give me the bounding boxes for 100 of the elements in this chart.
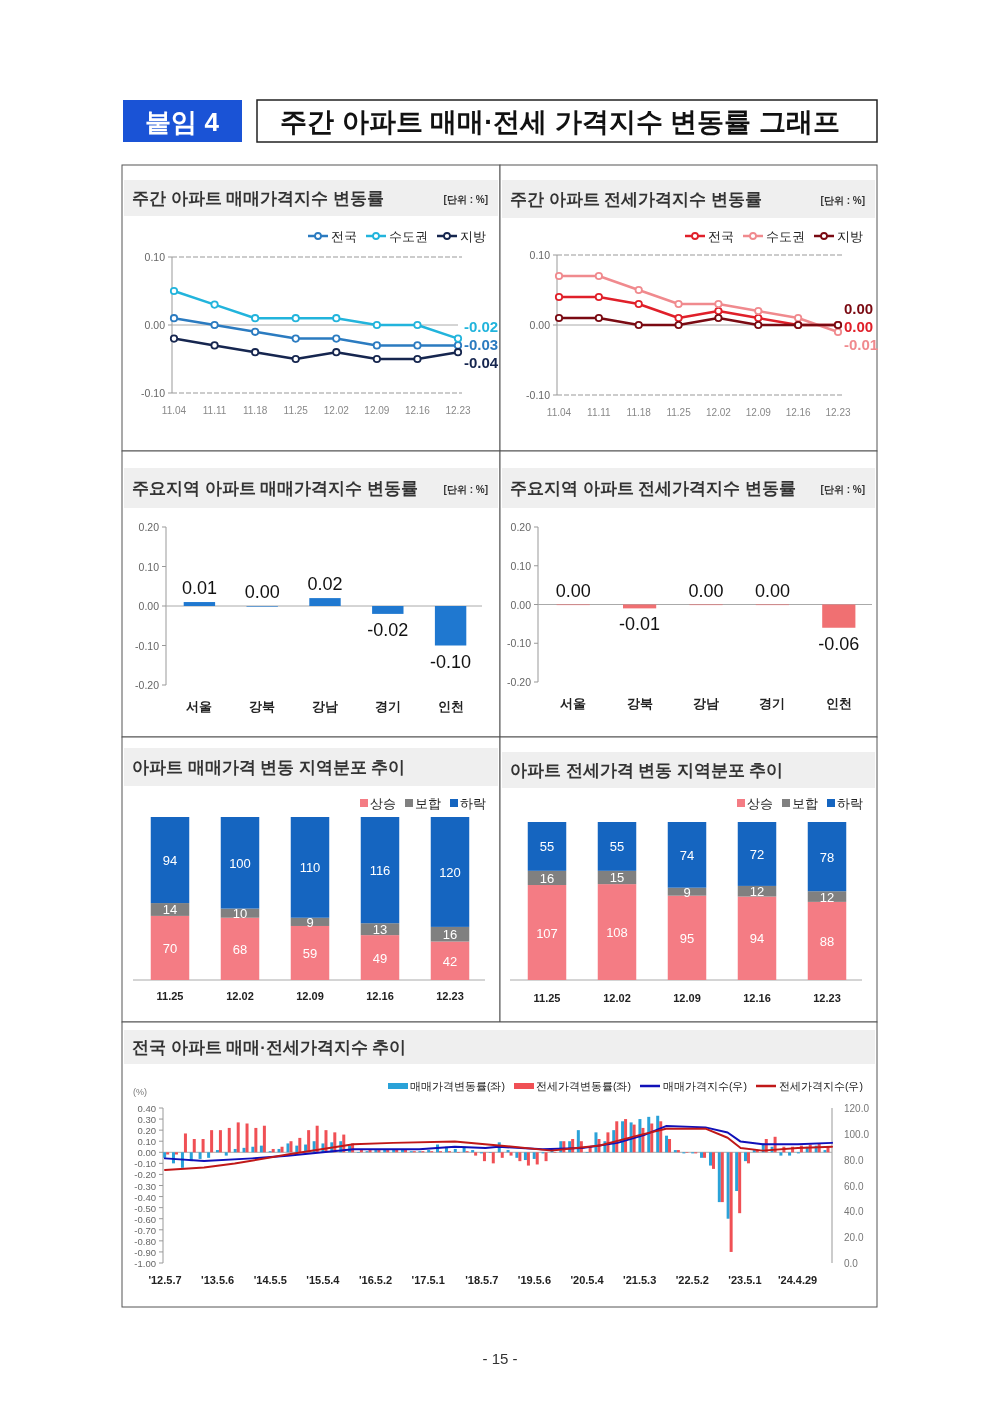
legend-label: 매매가격변동률(좌): [410, 1079, 505, 1092]
y2-tick-label: 120.0: [844, 1103, 870, 1114]
x-tick-label: '18.5.7: [465, 1274, 499, 1286]
data-label: 13: [372, 922, 388, 938]
x-tick-label: 12.16: [366, 990, 394, 1002]
data-label: 12: [749, 884, 765, 900]
legend-label: 전국: [331, 228, 357, 244]
chart-title: 전국 아파트 매매·전세가격지수 추이: [132, 1038, 407, 1056]
legend-label: 상승: [747, 795, 773, 811]
x-tick-label: 12.23: [813, 992, 841, 1004]
y-tick-label: 0.10: [529, 249, 551, 261]
data-label: 110: [299, 860, 321, 876]
x-tick-label: 인천: [437, 699, 464, 714]
y-tick-label: -0.60: [134, 1213, 156, 1225]
data-label: 14: [162, 902, 178, 918]
legend-label: 전세가격변동률(좌): [536, 1079, 631, 1092]
y-tick-label: -0.10: [507, 637, 532, 650]
legend-label: 상승: [370, 795, 396, 811]
x-tick-label: 경기: [374, 699, 401, 714]
x-tick-label: 11.04: [546, 407, 572, 418]
y-tick-label: 0.10: [144, 251, 166, 263]
data-label: 116: [369, 863, 391, 879]
legend-label: 보합: [415, 795, 441, 811]
x-tick-label: 11.18: [626, 407, 652, 418]
legend-label: 전세가격지수(우): [779, 1079, 863, 1092]
x-tick-label: 서울: [560, 696, 587, 711]
x-tick-label: 11.11: [587, 407, 612, 418]
y-tick-label: 0.40: [137, 1103, 156, 1114]
x-tick-label: '16.5.2: [358, 1274, 393, 1286]
data-label: 10: [232, 906, 248, 922]
data-label: 9: [306, 914, 314, 930]
data-label: 0.02: [307, 574, 343, 595]
data-label: 120: [439, 864, 461, 880]
x-tick-label: 12.09: [364, 405, 390, 416]
legend-label: 지방: [460, 228, 486, 244]
y-tick-label: -0.30: [134, 1180, 156, 1192]
data-label: 0.00: [844, 318, 874, 336]
data-label: 68: [232, 941, 248, 957]
data-label: -0.03: [464, 336, 499, 354]
data-label: 0.00: [688, 580, 724, 601]
y2-tick-label: 40.0: [844, 1206, 864, 1218]
y-tick-label: -0.20: [507, 676, 532, 688]
x-tick-label: 12.02: [226, 990, 254, 1002]
data-label: 55: [609, 839, 625, 855]
legend-label: 하락: [837, 795, 863, 811]
x-tick-label: 인천: [825, 696, 852, 711]
legend-label: 수도권: [389, 228, 428, 244]
y-tick-label: 0.00: [137, 1147, 156, 1159]
x-tick-label: '12.5.7: [148, 1274, 182, 1286]
data-label: 107: [536, 925, 558, 941]
data-label: 70: [162, 940, 178, 956]
y-tick-label: 0.00: [529, 319, 551, 331]
x-tick-label: 12.02: [603, 992, 631, 1004]
legend-label: 보합: [792, 795, 818, 811]
data-label: 94: [749, 931, 765, 947]
text: [단위 : %]: [443, 484, 488, 495]
chart-title: 주간 아파트 전세가격지수 변동률: [510, 190, 762, 208]
x-tick-label: 강북: [626, 696, 653, 711]
x-tick-label: 12.23: [825, 407, 851, 418]
x-tick-label: 11.11: [202, 405, 227, 416]
y2-tick-label: 80.0: [844, 1154, 864, 1166]
x-tick-label: 11.04: [161, 405, 187, 416]
x-tick-label: 강남: [693, 696, 719, 711]
x-tick-label: 강남: [312, 699, 338, 714]
x-tick-label: 12.09: [296, 990, 324, 1002]
data-label: 59: [302, 945, 318, 961]
y-tick-label: 0.20: [510, 521, 532, 533]
y-tick-label: 0.20: [138, 521, 160, 533]
x-tick-label: 12.02: [705, 407, 732, 418]
x-tick-label: '17.5.1: [411, 1274, 445, 1286]
text: [단위 : %]: [443, 194, 488, 205]
data-label: 74: [679, 847, 695, 863]
x-tick-label: '15.5.4: [306, 1274, 341, 1286]
legend-label: 지방: [837, 228, 863, 244]
y-tick-label: -0.50: [134, 1202, 156, 1214]
data-label: 16: [442, 927, 458, 943]
data-label: 100: [229, 855, 251, 871]
y-tick-label: 0.10: [510, 559, 532, 572]
y-tick-label: -0.70: [134, 1224, 156, 1236]
y-tick-label: -0.10: [141, 387, 166, 399]
y2-tick-label: 60.0: [844, 1180, 864, 1192]
data-label: 94: [162, 853, 178, 869]
y-tick-label: -0.80: [134, 1235, 156, 1247]
x-tick-label: '22.5.2: [675, 1274, 709, 1286]
x-tick-label: 12.16: [404, 405, 431, 416]
data-label: 55: [539, 839, 555, 855]
y-tick-label: -0.10: [526, 389, 551, 401]
data-label: 16: [539, 870, 555, 886]
y2-tick-label: 0.0: [844, 1258, 859, 1269]
x-tick-label: 12.23: [445, 405, 471, 416]
text: [단위 : %]: [820, 195, 865, 206]
y-tick-label: 0.30: [137, 1114, 156, 1126]
x-tick-label: 12.02: [323, 405, 350, 416]
x-tick-label: 11.25: [666, 407, 692, 418]
text: 붙임 4: [145, 107, 220, 137]
x-tick-label: '24.4.29: [777, 1274, 818, 1286]
data-label: 15: [609, 870, 625, 886]
data-label: 12: [819, 889, 835, 905]
x-tick-label: '20.5.4: [570, 1274, 605, 1286]
y-tick-label: 0.00: [144, 319, 166, 331]
